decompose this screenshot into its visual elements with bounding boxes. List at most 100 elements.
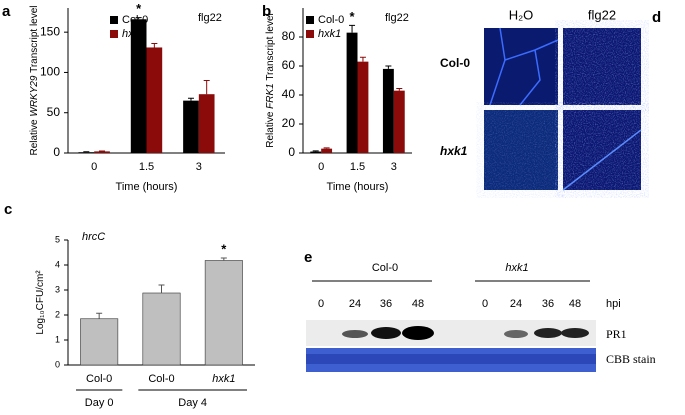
y-tick-label: 60: [282, 58, 296, 72]
bar: [382, 68, 394, 153]
error-bar: [203, 80, 210, 95]
panel-letter: b: [262, 3, 271, 20]
band-label: PR1: [606, 327, 627, 341]
y-axis-label-part: Log₁₀CFU/cm²: [35, 270, 46, 335]
x-axis-label: Time (hours): [116, 181, 178, 193]
y-axis-label-part: WRKY29: [29, 75, 40, 117]
bar: [80, 318, 119, 366]
legend-swatch: [110, 30, 118, 38]
x-tick-label: 0: [318, 161, 324, 173]
panel-letter: c: [4, 201, 12, 218]
lane-label: 36: [380, 298, 392, 310]
error-bar: [323, 147, 330, 149]
bar: [204, 260, 243, 366]
bar: [310, 151, 322, 153]
x-tick-label: Col-0: [86, 373, 112, 385]
column-label: H₂O: [509, 7, 534, 22]
error-bar: [158, 284, 165, 293]
y-tick-label: 2: [55, 309, 60, 319]
error-bar: [187, 97, 194, 101]
group-label: Col-0: [372, 262, 398, 274]
y-axis-label: Log₁₀CFU/cm²: [35, 270, 46, 335]
lane-label: 48: [412, 298, 424, 310]
error-bar: [220, 257, 227, 261]
y-axis-label-part: Relative: [29, 117, 40, 156]
group-label: Day 0: [85, 397, 114, 409]
micrographs: [484, 27, 642, 191]
bar: [94, 151, 110, 153]
band-label: CBB stain: [606, 352, 656, 366]
blot: [306, 320, 596, 372]
lane-label: 0: [482, 298, 488, 310]
legend-label: hxk1: [318, 28, 341, 40]
annotation: flg22: [198, 12, 222, 24]
legend-swatch: [306, 16, 314, 24]
y-tick-label: 150: [40, 24, 60, 38]
y-axis-label-part: Transcript level: [265, 13, 276, 83]
legend-label: Col-0: [122, 14, 148, 26]
error-bar: [385, 65, 392, 69]
lane-label: 24: [349, 298, 361, 310]
y-axis-label-part: Transcript level: [29, 5, 40, 75]
legend-label: Col-0: [318, 14, 344, 26]
bar: [146, 47, 163, 153]
annotation: flg22: [385, 12, 409, 24]
significance: *: [136, 1, 142, 16]
bar: [78, 152, 95, 153]
error-bar: [135, 17, 142, 20]
unit-label: hpi: [606, 298, 621, 310]
bar: [346, 32, 358, 153]
x-tick-label: 1.5: [350, 161, 365, 173]
legend-label: hxk1: [122, 28, 145, 40]
group-label: Day 4: [178, 397, 207, 409]
y-tick-label: 0: [288, 145, 295, 159]
error-bar: [359, 56, 366, 62]
row-label: Col-0: [440, 56, 470, 70]
annotation: hrcC: [82, 231, 105, 243]
error-bar: [396, 87, 403, 91]
bar: [183, 100, 199, 153]
panel-letter: d: [652, 9, 661, 26]
y-axis-label-part: Relative: [265, 109, 276, 148]
x-tick-label: 3: [391, 161, 397, 173]
group-label: hxk1: [505, 262, 528, 274]
error-bar: [96, 312, 103, 319]
legend-swatch: [110, 16, 118, 24]
significance: *: [350, 9, 356, 24]
x-axis-label: Time (hours): [327, 181, 389, 193]
y-tick-label: 0: [53, 145, 60, 159]
row-label: hxk1: [440, 144, 468, 158]
y-tick-label: 20: [282, 116, 296, 130]
lane-labels: 0 24 36 48 0 24 36 48: [318, 298, 581, 310]
bar: [393, 90, 405, 153]
bar: [198, 94, 215, 153]
lane-label: 0: [318, 298, 324, 310]
lane-label: 24: [510, 298, 522, 310]
y-axis-label-part: FRK1: [265, 83, 276, 109]
legend-swatch: [306, 30, 314, 38]
bar: [130, 19, 147, 154]
y-tick-label: 100: [40, 65, 60, 79]
x-tick-label: 1.5: [139, 161, 154, 173]
bar: [142, 292, 181, 366]
y-tick-label: 4: [55, 259, 60, 269]
error-bar: [312, 150, 319, 152]
y-tick-label: 50: [47, 105, 61, 119]
x-tick-label: 3: [196, 161, 202, 173]
significance: *: [221, 241, 227, 256]
lane-label: 36: [542, 298, 554, 310]
panel-letter: a: [2, 3, 11, 20]
error-bar: [349, 24, 356, 33]
y-tick-label: 5: [55, 234, 60, 244]
bar: [321, 148, 333, 153]
x-tick-label: hxk1: [212, 373, 235, 385]
y-tick-label: 1: [55, 334, 60, 344]
panel-letter: e: [304, 249, 312, 266]
y-tick-label: 40: [282, 87, 296, 101]
lane-label: 48: [569, 298, 581, 310]
y-axis-label: Relative WRKY29 Transcript level: [29, 5, 40, 155]
bar: [357, 61, 369, 153]
y-tick-label: 3: [55, 284, 60, 294]
x-tick-label: Col-0: [148, 373, 174, 385]
